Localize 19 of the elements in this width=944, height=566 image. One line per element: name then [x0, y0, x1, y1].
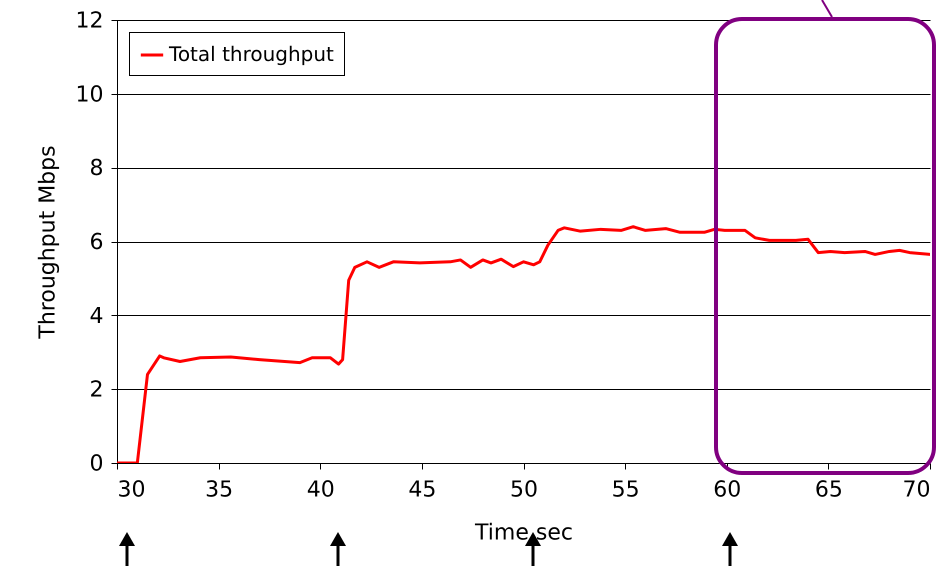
x-tick-label: 45	[408, 478, 436, 502]
y-tick-label: 0	[90, 452, 104, 476]
x-tick-label: 55	[612, 478, 640, 502]
y-tick-label: 8	[90, 156, 104, 182]
x-tick-label: 30	[118, 478, 146, 502]
x-tick-label: 35	[205, 478, 234, 502]
y-tick-label: 10	[76, 82, 104, 108]
x-tick-label: 65	[814, 478, 843, 502]
legend-label: Total throughput	[168, 42, 334, 66]
x-axis-title: Time sec	[474, 520, 573, 546]
y-tick-label: 2	[90, 378, 104, 403]
y-axis-title: Throughput Mbps	[36, 145, 61, 340]
x-tick-label: 70	[902, 478, 930, 502]
x-tick-label: 40	[306, 478, 335, 502]
y-tick-label: 12	[76, 8, 104, 34]
y-tick-label: 4	[90, 304, 104, 329]
y-tick-label: 6	[90, 230, 104, 255]
x-tick-label: 50	[510, 478, 538, 502]
x-tick-label: 60	[713, 478, 742, 502]
